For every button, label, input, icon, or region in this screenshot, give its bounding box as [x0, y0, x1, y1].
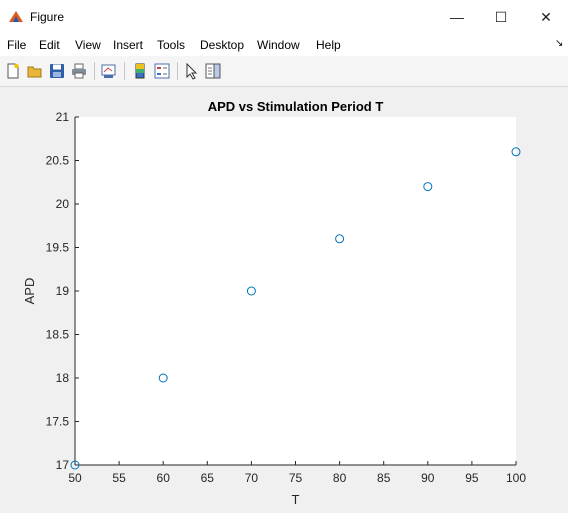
- x-tick-label: 95: [465, 471, 479, 485]
- y-axis-ticks: 17 17.5 18 18.5 19 19.5 20 20.5 21: [46, 110, 79, 472]
- link-plot-icon[interactable]: [100, 62, 118, 80]
- x-tick-label: 55: [112, 471, 126, 485]
- menu-help[interactable]: Help: [316, 38, 341, 52]
- menu-desktop[interactable]: Desktop: [200, 38, 244, 52]
- close-icon: ✕: [540, 9, 552, 26]
- insert-colorbar-icon[interactable]: [131, 62, 149, 80]
- window-title: Figure: [30, 10, 64, 24]
- y-tick-label: 19: [56, 284, 70, 298]
- menu-file[interactable]: File: [7, 38, 26, 52]
- menu-window[interactable]: Window: [257, 38, 300, 52]
- y-axis-label: APD: [22, 278, 37, 305]
- y-tick-label: 20.5: [46, 154, 70, 168]
- y-tick-label: 18: [56, 371, 70, 385]
- menu-overflow-icon[interactable]: ↘: [555, 38, 563, 49]
- save-icon[interactable]: [48, 62, 66, 80]
- x-tick-label: 85: [377, 471, 391, 485]
- window-titlebar: Figure — ☐ ✕: [0, 0, 568, 34]
- menu-insert[interactable]: Insert: [113, 38, 143, 52]
- figure-toolbar: [0, 56, 568, 87]
- x-axis-label: T: [292, 492, 300, 507]
- minimize-icon: —: [450, 9, 464, 25]
- menu-bar: File Edit View Insert Tools Desktop Wind…: [0, 34, 568, 56]
- x-tick-label: 90: [421, 471, 435, 485]
- maximize-icon: ☐: [495, 9, 508, 26]
- x-tick-label: 75: [289, 471, 303, 485]
- figure-canvas: APD vs Stimulation Period T T APD 50 55 60…: [0, 87, 568, 508]
- open-file-icon[interactable]: [26, 62, 44, 80]
- menu-view[interactable]: View: [75, 38, 101, 52]
- x-tick-label: 60: [157, 471, 171, 485]
- maximize-button[interactable]: ☐: [479, 0, 523, 34]
- close-button[interactable]: ✕: [524, 0, 568, 34]
- x-tick-label: 80: [333, 471, 347, 485]
- new-figure-icon[interactable]: [4, 62, 22, 80]
- minimize-button[interactable]: —: [435, 0, 479, 34]
- y-tick-label: 20: [56, 197, 70, 211]
- y-tick-label: 21: [56, 110, 70, 124]
- print-icon[interactable]: [70, 62, 88, 80]
- x-tick-label: 65: [201, 471, 215, 485]
- x-tick-label: 70: [245, 471, 259, 485]
- edit-plot-icon[interactable]: [183, 62, 201, 80]
- y-tick-label: 17.5: [46, 415, 70, 429]
- x-tick-label: 50: [68, 471, 82, 485]
- y-tick-label: 19.5: [46, 241, 70, 255]
- y-tick-label: 17: [56, 458, 70, 472]
- toolbar-separator: [124, 62, 125, 80]
- chart-title: APD vs Stimulation Period T: [208, 99, 384, 114]
- x-tick-label: 100: [506, 471, 526, 485]
- scatter-chart[interactable]: APD vs Stimulation Period T T APD 50 55 60…: [0, 87, 568, 508]
- insert-legend-icon[interactable]: [153, 62, 171, 80]
- y-tick-label: 18.5: [46, 328, 70, 342]
- show-plot-tools-icon[interactable]: [204, 62, 222, 80]
- toolbar-separator: [94, 62, 95, 80]
- menu-tools[interactable]: Tools: [157, 38, 185, 52]
- toolbar-separator: [177, 62, 178, 80]
- menu-edit[interactable]: Edit: [39, 38, 60, 52]
- matlab-figure-icon: [8, 9, 24, 25]
- axes-background: [75, 117, 516, 465]
